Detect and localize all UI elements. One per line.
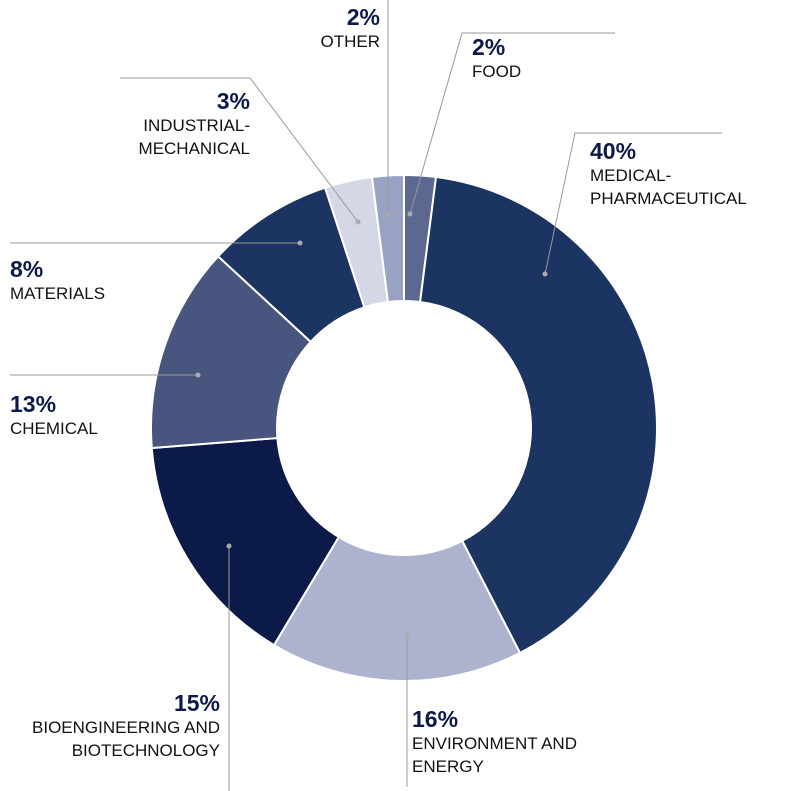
category-label: INDUSTRIAL-MECHANICAL: [138, 116, 250, 158]
percent-label: 8%: [10, 256, 44, 282]
donut-slice: [418, 175, 658, 655]
leader-dot: [297, 240, 303, 246]
percent-label: 16%: [412, 706, 459, 732]
percent-label: 2%: [472, 34, 506, 60]
percent-label: 40%: [590, 138, 637, 164]
leader-line: [544, 132, 722, 275]
category-label: MEDICAL-PHARMACEUTICAL: [590, 166, 747, 208]
category-label: FOOD: [472, 62, 522, 81]
slice-label: 40% MEDICAL-PHARMACEUTICAL: [590, 138, 785, 210]
category-label: BIOENGINEERING AND BIOTECHNOLOGY: [32, 718, 220, 760]
category-label: CHEMICAL: [10, 419, 98, 438]
leader-dot: [542, 271, 548, 277]
leader-line: [120, 77, 359, 223]
slice-label: 8% MATERIALS: [10, 256, 160, 305]
slice-label: 16% ENVIRONMENT AND ENERGY: [412, 706, 582, 778]
leader-dot: [404, 632, 410, 638]
leader-dot: [195, 372, 201, 378]
leader-dot: [355, 219, 361, 225]
category-label: MATERIALS: [10, 284, 106, 303]
donut-slice: [370, 173, 405, 304]
leader-line: [409, 32, 615, 215]
percent-label: 3%: [216, 88, 250, 114]
slice-label: 15% BIOENGINEERING AND BIOTECHNOLOGY: [20, 690, 220, 762]
percent-label: 13%: [10, 391, 57, 417]
category-label: OTHER: [320, 32, 381, 51]
donut-slice: [272, 535, 522, 682]
donut-slice: [150, 436, 341, 647]
slice-label: 13% CHEMICAL: [10, 391, 160, 440]
percent-label: 15%: [173, 690, 220, 716]
category-label: ENVIRONMENT AND ENERGY: [412, 734, 577, 776]
slice-label: 3% INDUSTRIAL-MECHANICAL: [100, 88, 250, 160]
leader-dot: [385, 212, 391, 218]
leader-dot: [407, 211, 413, 217]
slice-label: 2% OTHER: [240, 4, 381, 53]
percent-label: 2%: [346, 4, 380, 30]
slice-label: 2% FOOD: [472, 34, 592, 83]
leader-dot: [226, 543, 232, 549]
